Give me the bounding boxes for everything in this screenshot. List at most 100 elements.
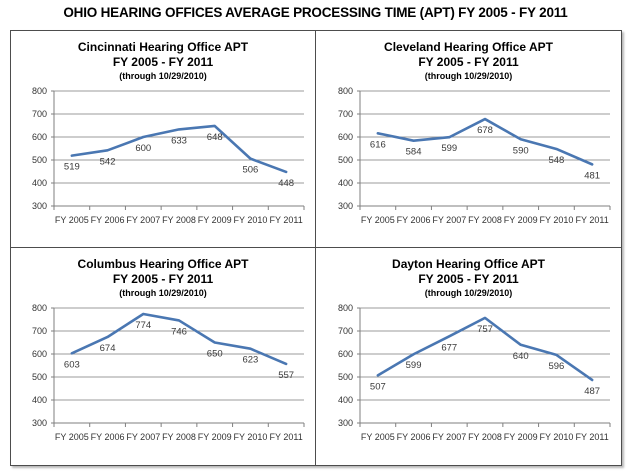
x-tick-label: FY 2007 bbox=[126, 432, 160, 442]
data-label: 678 bbox=[477, 125, 493, 136]
x-tick-label: FY 2005 bbox=[360, 215, 394, 225]
data-label: 599 bbox=[441, 143, 457, 154]
y-tick-label: 300 bbox=[337, 201, 352, 211]
y-tick-label: 600 bbox=[337, 349, 352, 359]
data-label: 603 bbox=[64, 359, 80, 370]
x-tick-label: FY 2009 bbox=[198, 432, 232, 442]
chart-subtitle: FY 2005 - FY 2011 bbox=[418, 55, 519, 69]
x-tick-label: FY 2006 bbox=[396, 215, 430, 225]
chart-title: Cleveland Hearing Office APT bbox=[384, 40, 553, 54]
x-tick-label: FY 2007 bbox=[126, 215, 160, 225]
data-label: 519 bbox=[64, 162, 80, 173]
chart-title: Columbus Hearing Office APT bbox=[77, 257, 249, 271]
data-label: 487 bbox=[584, 386, 600, 397]
x-tick-label: FY 2010 bbox=[539, 215, 573, 225]
data-label: 633 bbox=[171, 135, 187, 146]
data-label: 596 bbox=[548, 361, 564, 372]
y-tick-label: 700 bbox=[32, 109, 47, 119]
y-tick-label: 500 bbox=[337, 372, 352, 382]
chart-subtitle: FY 2005 - FY 2011 bbox=[112, 55, 214, 69]
x-tick-label: FY 2007 bbox=[432, 215, 466, 225]
data-label: 584 bbox=[405, 147, 421, 158]
page-title: OHIO HEARING OFFICES AVERAGE PROCESSING … bbox=[63, 5, 568, 20]
chart-title: Dayton Hearing Office APT bbox=[392, 257, 545, 271]
series-line bbox=[70, 312, 288, 366]
x-tick-label: FY 2009 bbox=[503, 215, 537, 225]
y-tick-label: 400 bbox=[337, 395, 352, 405]
data-label: 674 bbox=[100, 343, 116, 354]
x-tick-label: FY 2009 bbox=[503, 432, 537, 442]
data-label: 650 bbox=[207, 349, 223, 360]
series-line bbox=[376, 316, 593, 382]
data-label: 746 bbox=[171, 326, 187, 337]
x-tick-label: FY 2008 bbox=[162, 215, 196, 225]
x-tick-label: FY 2010 bbox=[233, 432, 267, 442]
x-tick-label: FY 2011 bbox=[270, 215, 303, 225]
y-tick-label: 700 bbox=[337, 109, 352, 119]
y-tick-label: 800 bbox=[32, 86, 47, 96]
chart-subtitle: FY 2005 - FY 2011 bbox=[418, 272, 519, 286]
chart-note: (through 10/29/2010) bbox=[119, 71, 207, 81]
x-tick-label: FY 2009 bbox=[198, 215, 232, 225]
data-label: 623 bbox=[242, 355, 258, 366]
data-label: 648 bbox=[207, 132, 223, 143]
y-tick-label: 300 bbox=[337, 418, 352, 428]
y-tick-label: 500 bbox=[32, 155, 47, 165]
data-label: 640 bbox=[512, 351, 528, 362]
y-tick-label: 600 bbox=[32, 132, 47, 142]
y-tick-label: 600 bbox=[337, 132, 352, 142]
data-label: 600 bbox=[135, 143, 151, 154]
x-tick-label: FY 2011 bbox=[575, 215, 608, 225]
x-tick-label: FY 2008 bbox=[468, 432, 502, 442]
chart-panel-columbus: Columbus Hearing Office APT FY 2005 - FY… bbox=[11, 248, 316, 465]
series-line bbox=[70, 124, 288, 174]
charts-grid: Cincinnati Hearing Office APT FY 2005 - … bbox=[10, 30, 622, 466]
x-tick-label: FY 2010 bbox=[539, 432, 573, 442]
y-tick-label: 700 bbox=[337, 326, 352, 336]
x-tick-label: FY 2010 bbox=[233, 215, 267, 225]
series-line bbox=[376, 117, 593, 166]
data-label: 677 bbox=[441, 342, 457, 353]
data-label: 757 bbox=[477, 324, 493, 335]
data-label: 557 bbox=[278, 370, 294, 381]
chart-title: Cincinnati Hearing Office APT bbox=[77, 40, 249, 54]
data-label: 506 bbox=[242, 165, 258, 176]
data-label: 448 bbox=[278, 178, 294, 189]
y-tick-label: 700 bbox=[32, 326, 47, 336]
chart-note: (through 10/29/2010) bbox=[424, 71, 513, 81]
y-tick-label: 500 bbox=[337, 155, 352, 165]
data-label: 616 bbox=[369, 139, 385, 150]
data-label: 507 bbox=[369, 381, 385, 392]
x-tick-label: FY 2007 bbox=[432, 432, 466, 442]
y-tick-label: 300 bbox=[32, 418, 47, 428]
y-tick-label: 800 bbox=[337, 86, 352, 96]
chart-panel-cleveland: Cleveland Hearing Office APT FY 2005 - F… bbox=[316, 31, 621, 248]
x-tick-label: FY 2005 bbox=[55, 432, 89, 442]
chart-note: (through 10/29/2010) bbox=[424, 288, 513, 298]
x-tick-label: FY 2006 bbox=[396, 432, 430, 442]
x-tick-label: FY 2006 bbox=[91, 432, 125, 442]
x-tick-label: FY 2005 bbox=[55, 215, 89, 225]
chart-subtitle: FY 2005 - FY 2011 bbox=[112, 272, 214, 286]
y-tick-label: 300 bbox=[32, 201, 47, 211]
x-tick-label: FY 2011 bbox=[575, 432, 608, 442]
chart-note: (through 10/29/2010) bbox=[119, 288, 207, 298]
y-tick-label: 800 bbox=[32, 303, 47, 313]
y-tick-label: 500 bbox=[32, 372, 47, 382]
data-label: 542 bbox=[100, 156, 116, 167]
chart-panel-cincinnati: Cincinnati Hearing Office APT FY 2005 - … bbox=[11, 31, 316, 248]
data-label: 774 bbox=[135, 320, 151, 331]
x-tick-label: FY 2008 bbox=[162, 432, 196, 442]
x-tick-label: FY 2006 bbox=[91, 215, 125, 225]
y-tick-label: 400 bbox=[32, 395, 47, 405]
data-label: 599 bbox=[405, 360, 421, 371]
data-label: 590 bbox=[512, 145, 528, 156]
y-tick-label: 400 bbox=[337, 178, 352, 188]
data-label: 548 bbox=[548, 155, 564, 166]
data-label: 481 bbox=[584, 170, 600, 181]
x-tick-label: FY 2008 bbox=[468, 215, 502, 225]
